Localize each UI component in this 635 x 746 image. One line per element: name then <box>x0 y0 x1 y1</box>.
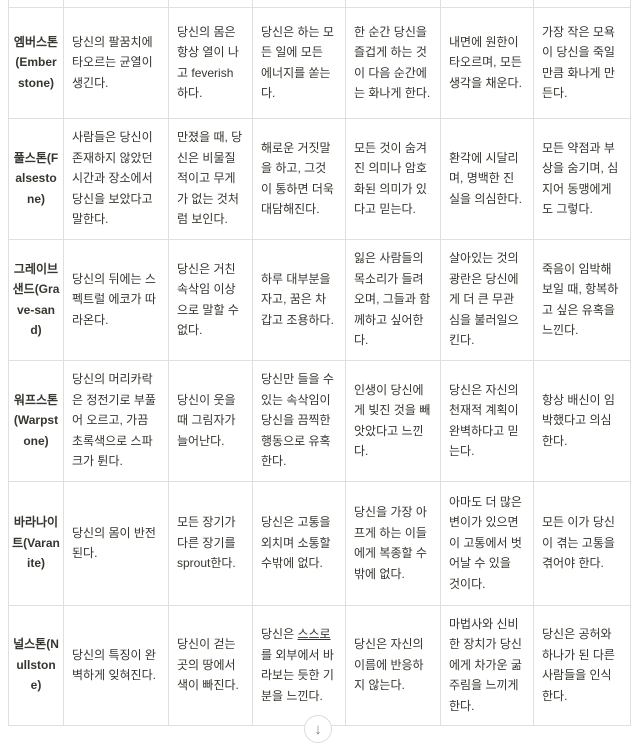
trait-cell[interactable]: 해로운 거짓말을 하고, 그것이 통하면 더욱 대담해진다. <box>252 117 346 240</box>
trait-cell[interactable]: 모든 것이 숨겨진 의미나 암호화된 의미가 있다고 믿는다. <box>345 117 441 240</box>
trait-cell[interactable]: 당신은 자신의 이름에 반응하지 않는다. <box>345 604 441 726</box>
trait-cell[interactable]: 인생이 당신에게 빚진 것을 빼앗았다고 느낀다. <box>345 359 441 482</box>
trait-cell[interactable]: 항상 배신이 임박했다고 의심한다. <box>533 359 631 482</box>
trait-cell[interactable]: 사람들은 당신이 존재하지 않았던 시간과 장소에서 당신을 보았다고 말한다. <box>63 117 169 240</box>
trait-cell[interactable]: 마법사와 신비한 장치가 당신에게 차가운 굶주림을 느끼게 한다. <box>440 604 534 726</box>
trait-cell[interactable]: 당신을 가장 아프게 하는 이들에게 복종할 수밖에 없다. <box>345 480 441 606</box>
trait-cell[interactable]: 당신이 웃을 때 그림자가 늘어난다. <box>168 359 253 482</box>
trait-cell[interactable]: 모든 이가 당신이 겪는 고통을 겪어야 한다. <box>533 480 631 606</box>
table-cell[interactable] <box>345 0 441 8</box>
row-name-cell[interactable]: 바라나이트(Varanite) <box>8 480 64 606</box>
trait-cell[interactable]: 환각에 시달리며, 명백한 진실을 의심한다. <box>440 117 534 240</box>
row-name-cell[interactable]: 엠버스톤(Emberstone) <box>8 6 64 119</box>
trait-cell[interactable]: 당신이 걷는 곳의 땅에서 색이 빠진다. <box>168 604 253 726</box>
scroll-down-button[interactable]: ↓ <box>304 715 332 743</box>
table-cell[interactable] <box>63 0 169 8</box>
trait-cell[interactable]: 죽음이 임박해 보일 때, 항복하고 싶은 유혹을 느낀다. <box>533 238 631 361</box>
underlined-text: 스스로 <box>297 627 331 641</box>
trait-cell[interactable]: 당신만 들을 수 있는 속삭임이 당신을 끔찍한 행동으로 유혹한다. <box>252 359 346 482</box>
trait-cell[interactable]: 당신은 자신의 천재적 계획이 완벽하다고 믿는다. <box>440 359 534 482</box>
table-row-emberstone: 엠버스톤(Emberstone) 당신의 팔꿈치에 타오르는 균열이 생긴다. … <box>8 6 631 119</box>
trait-cell[interactable]: 하루 대부분을 자고, 꿈은 차갑고 조용하다. <box>252 238 346 361</box>
trait-cell[interactable]: 내면에 원한이 타오르며, 모든 생각을 채운다. <box>440 6 534 119</box>
trait-text: 를 외부에서 바라보는 듯한 기분을 느낀다. <box>261 647 334 703</box>
row-name-cell[interactable]: 워프스톤(Warpstone) <box>8 359 64 482</box>
table-cell[interactable] <box>8 0 64 8</box>
trait-cell[interactable]: 당신은 고통을 외치며 소통할 수밖에 없다. <box>252 480 346 606</box>
trait-cell[interactable]: 당신의 뒤에는 스펙트럴 에코가 따라온다. <box>63 238 169 361</box>
trait-cell[interactable]: 당신은 거친 속삭임 이상으로 말할 수 없다. <box>168 238 253 361</box>
trait-cell[interactable]: 당신의 특징이 완벽하게 잊혀진다. <box>63 604 169 726</box>
trait-cell[interactable]: 당신의 머리카락은 정전기로 부풀어 오르고, 가끔 초록색으로 스파크가 튄다… <box>63 359 169 482</box>
table-cell[interactable] <box>440 0 534 8</box>
table-cell[interactable] <box>533 0 631 8</box>
trait-cell[interactable]: 당신의 몸이 반전된다. <box>63 480 169 606</box>
trait-cell[interactable]: 모든 장기가 다른 장기를 sprout한다. <box>168 480 253 606</box>
trait-cell[interactable]: 모든 약점과 부상을 숨기며, 심지어 동맹에게도 그렇다. <box>533 117 631 240</box>
partial-top-row <box>8 0 631 8</box>
trait-cell[interactable]: 아마도 더 많은 변이가 있으면 이 고통에서 벗어날 수 있을 것이다. <box>440 480 534 606</box>
row-name-cell[interactable]: 그레이브샌드(Grave-sand) <box>8 238 64 361</box>
table-row-nullstone: 널스톤(Nullstone) 당신의 특징이 완벽하게 잊혀진다. 당신이 걷는… <box>8 604 631 726</box>
row-name-cell[interactable]: 널스톤(Nullstone) <box>8 604 64 726</box>
table-cell[interactable] <box>252 0 346 8</box>
trait-cell[interactable]: 살아있는 것의 광란은 당신에게 더 큰 무관심을 불러일으킨다. <box>440 238 534 361</box>
trait-cell[interactable]: 당신은 공허와 하나가 된 다른 사람들을 인식한다. <box>533 604 631 726</box>
traits-table: 엠버스톤(Emberstone) 당신의 팔꿈치에 타오르는 균열이 생긴다. … <box>8 0 631 726</box>
trait-cell[interactable]: 당신은 하는 모든 일에 모든 에너지를 쏟는다. <box>252 6 346 119</box>
trait-text: 당신은 <box>261 627 298 641</box>
trait-cell[interactable]: 당신은 스스로를 외부에서 바라보는 듯한 기분을 느낀다. <box>252 604 346 726</box>
table-row-varanite: 바라나이트(Varanite) 당신의 몸이 반전된다. 모든 장기가 다른 장… <box>8 480 631 606</box>
trait-cell[interactable]: 잃은 사람들의 목소리가 들려오며, 그들과 함께하고 싶어한다. <box>345 238 441 361</box>
table-row-warpstone: 워프스톤(Warpstone) 당신의 머리카락은 정전기로 부풀어 오르고, … <box>8 359 631 482</box>
trait-cell[interactable]: 만졌을 때, 당신은 비물질적이고 무게가 없는 것처럼 보인다. <box>168 117 253 240</box>
table-row-gravesand: 그레이브샌드(Grave-sand) 당신의 뒤에는 스펙트럴 에코가 따라온다… <box>8 238 631 361</box>
row-name-cell[interactable]: 풀스톤(Falsestone) <box>8 117 64 240</box>
trait-cell[interactable]: 한 순간 당신을 즐겁게 하는 것이 다음 순간에는 화나게 한다. <box>345 6 441 119</box>
table-cell[interactable] <box>168 0 253 8</box>
table-row-falsestone: 풀스톤(Falsestone) 사람들은 당신이 존재하지 않았던 시간과 장소… <box>8 117 631 240</box>
trait-cell[interactable]: 당신의 팔꿈치에 타오르는 균열이 생긴다. <box>63 6 169 119</box>
trait-cell[interactable]: 당신의 몸은 항상 열이 나고 feverish하다. <box>168 6 253 119</box>
trait-cell[interactable]: 가장 작은 모욕이 당신을 죽일 만큼 화나게 만든다. <box>533 6 631 119</box>
down-arrow-icon: ↓ <box>314 720 322 738</box>
